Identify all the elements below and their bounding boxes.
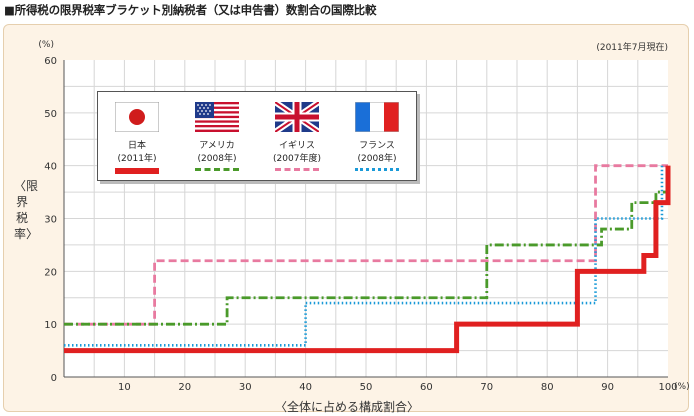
japan-flag-icon <box>114 101 160 133</box>
y-tick-label: 50 <box>44 109 57 120</box>
legend: 日本 (2011年) アメリカ (2008年) <box>97 91 417 181</box>
uk-flag-icon <box>273 99 321 135</box>
legend-item-uk: イギリス (2007年度) <box>262 99 332 171</box>
legend-year-france: (2008年) <box>357 154 397 164</box>
legend-year-japan: (2011年) <box>117 154 157 164</box>
legend-swatch-france <box>355 168 399 171</box>
legend-name-france: フランス <box>359 141 395 151</box>
legend-item-france: フランス (2008年) <box>342 101 412 171</box>
france-flag-icon <box>354 101 400 133</box>
x-tick-label: 40 <box>299 382 312 393</box>
y-axis-label: 〈限界税率〉 <box>14 179 39 241</box>
x-tick-label: 20 <box>178 382 191 393</box>
legend-name-usa: アメリカ <box>199 141 235 151</box>
legend-year-uk: (2007年度) <box>273 154 321 164</box>
y-tick-label: 60 <box>44 56 57 67</box>
legend-swatch-usa <box>195 168 239 171</box>
x-tick-label: 60 <box>420 382 433 393</box>
y-tick-label: 40 <box>44 162 57 173</box>
y-tick-label: 20 <box>44 267 57 278</box>
legend-name-uk: イギリス <box>278 141 315 151</box>
y-tick-label: 30 <box>44 215 57 226</box>
x-tick-label: 30 <box>239 382 252 393</box>
legend-item-usa: アメリカ (2008年) <box>182 102 252 171</box>
x-tick-label: 10 <box>118 382 131 393</box>
legend-swatch-japan <box>115 168 159 174</box>
x-tick-label: 90 <box>601 382 614 393</box>
x-tick-label: 70 <box>480 382 493 393</box>
x-tick-label: 50 <box>360 382 373 393</box>
legend-name-japan: 日本 <box>127 141 146 151</box>
series-line-france <box>64 165 664 347</box>
legend-item-japan: 日本 (2011年) <box>102 101 172 174</box>
x-tick-label: 80 <box>541 382 554 393</box>
x-tick-label: 100 <box>658 382 677 393</box>
y-unit-label: (%) <box>38 40 54 50</box>
y-tick-label: 0 <box>51 373 57 384</box>
usa-flag-icon <box>195 102 239 132</box>
x-axis-label: 〈全体に占める構成割合〉 <box>274 400 419 414</box>
series-line-japan <box>64 165 671 354</box>
legend-year-usa: (2008年) <box>197 154 237 164</box>
y-tick-label: 10 <box>44 320 57 331</box>
legend-swatch-uk <box>275 168 319 171</box>
x-unit-label: (%) <box>674 382 690 392</box>
chart-title: ■所得税の限界税率ブラケット別納税者（又は申告書）数割合の国際比較 <box>4 3 377 17</box>
chart-note: (2011年7月現在) <box>596 41 668 53</box>
